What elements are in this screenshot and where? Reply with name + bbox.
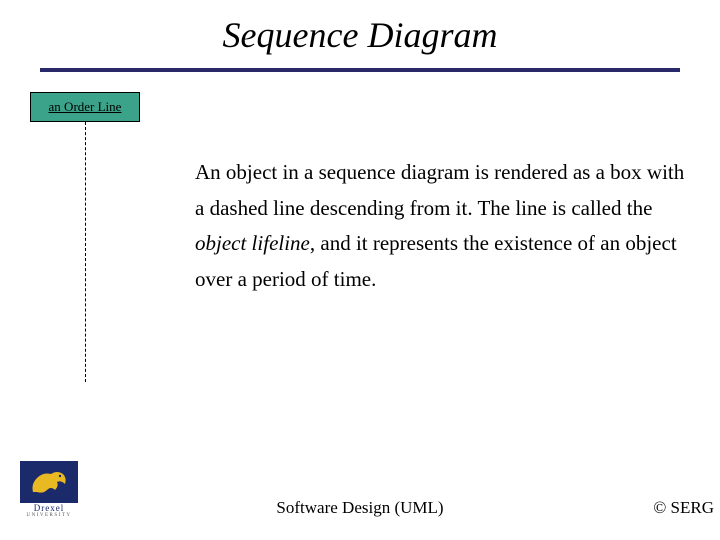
body-paragraph: An object in a sequence diagram is rende… (195, 155, 685, 298)
uml-lifeline (85, 122, 86, 382)
body-italic-term: object lifeline (195, 231, 310, 255)
page-title: Sequence Diagram (0, 0, 720, 56)
dragon-icon (27, 466, 71, 498)
drexel-logo-icon (20, 461, 78, 503)
body-pre: An object in a sequence diagram is rende… (195, 160, 684, 220)
title-underline (40, 68, 680, 72)
footer-center: Software Design (UML) (0, 498, 720, 518)
uml-object-box: an Order Line (30, 92, 140, 122)
footer-right: © SERG (653, 498, 714, 518)
